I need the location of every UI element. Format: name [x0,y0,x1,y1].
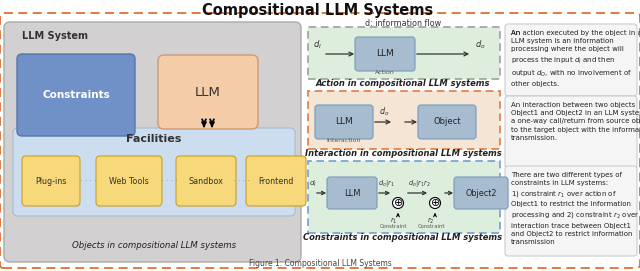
Text: Action in compositional LLM systems: Action in compositional LLM systems [316,79,490,89]
Text: $d_o|r_1$: $d_o|r_1$ [378,178,394,189]
FancyBboxPatch shape [505,24,637,96]
Text: $d_o|r_1r_2$: $d_o|r_1r_2$ [408,178,430,189]
Text: Web Tools: Web Tools [109,176,149,186]
FancyBboxPatch shape [505,96,637,168]
Text: d: information flow: d: information flow [365,20,441,28]
Text: Constraint: Constraint [417,224,445,230]
Text: An action executed by the object in an
LLM system is an information
processing w: An action executed by the object in an L… [511,30,640,88]
FancyBboxPatch shape [505,166,637,256]
Text: Interaction in compositional LLM systems: Interaction in compositional LLM systems [305,149,501,157]
FancyBboxPatch shape [418,105,476,139]
Text: · · · ·: · · · · [233,176,250,186]
Text: LLM: LLM [376,50,394,59]
FancyBboxPatch shape [158,55,258,129]
FancyBboxPatch shape [13,128,295,216]
Text: Constraints in compositional LLM systems: Constraints in compositional LLM systems [303,234,502,243]
Text: Action: Action [375,69,395,75]
Text: Facilities: Facilities [126,134,182,144]
FancyBboxPatch shape [22,156,80,206]
Text: $d_o$: $d_o$ [379,105,389,118]
Circle shape [392,198,403,208]
FancyBboxPatch shape [96,156,162,206]
Text: $r_1$: $r_1$ [390,216,397,226]
Text: Constraints: Constraints [42,90,110,100]
FancyBboxPatch shape [355,37,415,71]
Text: Compositional LLM Systems: Compositional LLM Systems [202,2,434,18]
Circle shape [429,198,440,208]
Text: $\oplus$: $\oplus$ [430,197,440,208]
Text: Object2: Object2 [465,189,497,198]
Text: LLM: LLM [335,118,353,127]
FancyBboxPatch shape [17,54,135,136]
Text: Sandbox: Sandbox [189,176,223,186]
Text: LLM System: LLM System [22,31,88,41]
Text: Interaction: Interaction [327,137,361,143]
FancyBboxPatch shape [308,91,500,149]
Text: Figure 1: Compositional LLM Systems: Figure 1: Compositional LLM Systems [248,259,392,267]
Text: Frontend: Frontend [259,176,294,186]
FancyBboxPatch shape [4,22,301,262]
FancyBboxPatch shape [308,161,500,233]
FancyBboxPatch shape [308,27,500,79]
Text: $r_2$: $r_2$ [428,216,435,226]
Text: Constraint: Constraint [380,224,408,230]
Text: · · · ·: · · · · [80,176,96,186]
Text: $d_I$: $d_I$ [309,179,317,189]
Text: Plug-ins: Plug-ins [35,176,67,186]
FancyBboxPatch shape [246,156,306,206]
Text: There are two different types of
constraints in LLM systems:
1) constraint $r_1$: There are two different types of constra… [511,172,639,245]
Text: $d_o$: $d_o$ [475,38,485,51]
Text: An interaction between two objects
Object1 and Object2 in an LLM system is
a one: An interaction between two objects Objec… [511,102,640,141]
FancyBboxPatch shape [315,105,373,139]
Text: · · · ·: · · · · [161,176,177,186]
Text: $d_I$: $d_I$ [312,38,321,51]
Text: $\oplus$: $\oplus$ [393,197,403,208]
FancyBboxPatch shape [327,177,377,209]
Text: Object: Object [433,118,461,127]
FancyBboxPatch shape [176,156,236,206]
Text: An: An [511,30,522,36]
FancyBboxPatch shape [454,177,508,209]
Text: LLM: LLM [195,85,221,98]
Text: Objects in compositional LLM systems: Objects in compositional LLM systems [72,240,236,250]
Text: LLM: LLM [344,189,360,198]
